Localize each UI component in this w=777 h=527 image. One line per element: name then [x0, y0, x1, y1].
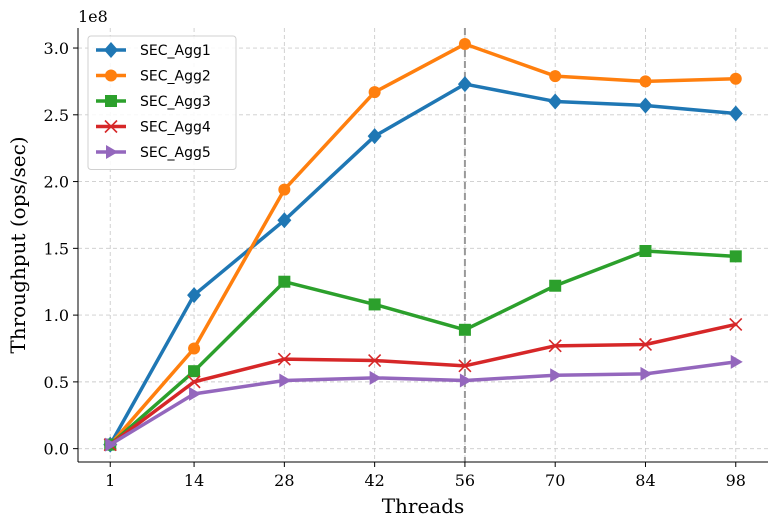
- y-tick-label-2.0: 2.0: [44, 173, 69, 192]
- legend-marker-SEC_Agg3: [105, 95, 117, 107]
- data-point-SEC_Agg5-14: [189, 386, 202, 401]
- legend-label-SEC_Agg3: SEC_Agg3: [140, 94, 211, 110]
- grid: [78, 28, 768, 462]
- y-tick-label-3.0: 3.0: [44, 39, 69, 58]
- data-point-SEC_Agg2-98: [729, 72, 742, 85]
- data-point-SEC_Agg2-28: [278, 183, 291, 196]
- data-point-SEC_Agg1-42: [367, 128, 382, 145]
- data-point-SEC_Agg5-56: [459, 373, 472, 388]
- data-point-SEC_Agg4-42: [368, 353, 382, 368]
- data-point-SEC_Agg2-70: [549, 70, 562, 83]
- series-line-SEC_Agg2: [108, 42, 738, 447]
- data-point-SEC_Agg1-84: [638, 97, 653, 114]
- data-point-SEC_Agg5-98: [730, 354, 743, 369]
- data-point-SEC_Agg4-84: [638, 337, 653, 352]
- data-point-SEC_Agg1-70: [548, 93, 563, 110]
- y-tick-label-1.5: 1.5: [44, 239, 69, 258]
- legend-marker-SEC_Agg4: [104, 119, 118, 134]
- data-point-SEC_Agg4-28: [277, 352, 291, 366]
- data-point-SEC_Agg1-98: [728, 105, 743, 122]
- y-offset-label: 1e8: [78, 7, 108, 26]
- data-point-SEC_Agg2-42: [368, 86, 381, 99]
- legend-item-SEC_Agg2: SEC_Agg2: [96, 69, 211, 85]
- x-tick-label-1: 1: [105, 471, 115, 490]
- series-SEC_Agg4: [103, 317, 743, 452]
- data-point-SEC_Agg3-98: [729, 250, 742, 263]
- data-point-SEC_Agg5-70: [550, 368, 563, 383]
- data-point-SEC_Agg4-98: [729, 317, 743, 332]
- x-tick-label-14: 14: [184, 471, 204, 490]
- series-SEC_Agg3: [104, 245, 742, 451]
- series-line-SEC_Agg1: [108, 82, 738, 447]
- x-tick-label-70: 70: [545, 471, 565, 490]
- x-tick-label-56: 56: [455, 471, 475, 490]
- x-axis-label: Threads: [382, 494, 465, 518]
- axes: 1 14 28 42 56 70 84 98 0.0 0.5 1.0 1.5 2.0 2.5 3.0: [44, 28, 768, 490]
- data-point-SEC_Agg3-14: [188, 365, 201, 378]
- y-tick-label-0.5: 0.5: [44, 373, 69, 392]
- data-point-SEC_Agg4-56: [458, 359, 472, 373]
- y-axis-label: Throughput (ops/sec): [6, 136, 30, 353]
- data-point-SEC_Agg3-56: [458, 323, 471, 336]
- series-layer: [103, 38, 743, 453]
- legend-marker-SEC_Agg2: [105, 69, 117, 82]
- data-point-SEC_Agg3-28: [278, 275, 291, 288]
- series-line-SEC_Agg4: [108, 322, 738, 447]
- y-tick-label-1.0: 1.0: [44, 306, 69, 325]
- series-line-SEC_Agg3: [108, 249, 738, 447]
- legend-label-SEC_Agg1: SEC_Agg1: [140, 43, 211, 59]
- data-point-SEC_Agg2-56: [458, 38, 471, 51]
- legend: SEC_Agg1 SEC_Agg2 SEC_Agg3 SEC_Agg4 SEC_Agg5: [87, 35, 237, 170]
- legend-marker-SEC_Agg5: [106, 145, 118, 159]
- data-point-SEC_Agg1-14: [187, 287, 202, 304]
- data-point-SEC_Agg3-84: [639, 245, 652, 258]
- legend-item-SEC_Agg4: SEC_Agg4: [96, 120, 211, 136]
- x-tick-label-42: 42: [364, 471, 384, 490]
- data-point-SEC_Agg5-84: [640, 366, 653, 381]
- data-point-SEC_Agg4-70: [548, 339, 562, 353]
- series-line-SEC_Agg5: [108, 360, 738, 447]
- data-point-SEC_Agg3-70: [549, 279, 562, 292]
- y-tick-label-2.5: 2.5: [44, 106, 69, 125]
- legend-label-SEC_Agg4: SEC_Agg4: [140, 120, 211, 136]
- legend-box: [87, 35, 237, 170]
- data-point-SEC_Agg5-42: [369, 370, 382, 385]
- data-point-SEC_Agg5-28: [279, 373, 292, 388]
- data-point-SEC_Agg3-42: [368, 298, 381, 311]
- data-point-SEC_Agg5-1: [105, 437, 118, 452]
- x-tick-label-28: 28: [274, 471, 294, 490]
- series-SEC_Agg5: [105, 354, 743, 452]
- legend-marker-SEC_Agg1: [104, 42, 118, 58]
- data-point-SEC_Agg1-56: [457, 76, 472, 93]
- data-point-SEC_Agg2-14: [188, 342, 201, 355]
- legend-label-SEC_Agg5: SEC_Agg5: [140, 145, 211, 161]
- legend-item-SEC_Agg5: SEC_Agg5: [96, 145, 211, 161]
- data-point-SEC_Agg1-28: [277, 212, 292, 229]
- x-tick-label-84: 84: [635, 471, 655, 490]
- x-tick-label-98: 98: [726, 471, 746, 490]
- legend-item-SEC_Agg3: SEC_Agg3: [96, 94, 211, 110]
- data-point-SEC_Agg2-84: [639, 75, 652, 88]
- y-tick-label-0.0: 0.0: [44, 440, 69, 459]
- data-point-SEC_Agg4-14: [187, 375, 201, 389]
- legend-item-SEC_Agg1: SEC_Agg1: [96, 42, 211, 59]
- legend-label-SEC_Agg2: SEC_Agg2: [140, 69, 211, 85]
